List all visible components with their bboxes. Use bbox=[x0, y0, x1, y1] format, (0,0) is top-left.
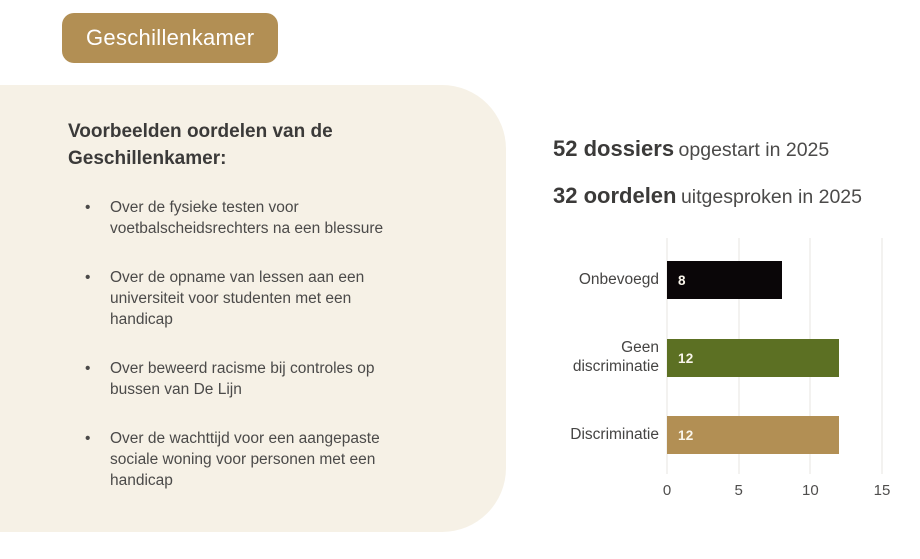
bullet-icon: • bbox=[85, 198, 91, 216]
bar-discriminatie: 12 bbox=[667, 416, 839, 454]
stat-dossiers: 52 dossiers opgestart in 2025 bbox=[553, 136, 862, 162]
panel-heading: Voorbeelden oordelen van de Geschillenka… bbox=[68, 121, 333, 169]
category-label-discriminatie: Discriminatie bbox=[570, 425, 659, 443]
category-label-geen-discriminatie: Geen discriminatie bbox=[572, 339, 659, 375]
bullet-text: Over de fysieke testen voor voetbalschei… bbox=[110, 198, 384, 238]
bullet-icon: • bbox=[85, 359, 91, 377]
examples-panel: Voorbeelden oordelen van de Geschillenka… bbox=[0, 85, 506, 532]
x-tick-label: 15 bbox=[873, 482, 891, 499]
x-tick-label: 10 bbox=[801, 482, 819, 499]
gridline bbox=[881, 238, 883, 474]
list-item: • Over beweerd racisme bij controles op … bbox=[85, 358, 410, 401]
badge-label: Geschillenkamer bbox=[86, 25, 255, 50]
category-label-onbevoegd: Onbevoegd bbox=[578, 270, 659, 288]
oordelen-bar-chart: 0 5 10 15 8 12 12 Onbevoegd Geen discriminatie D… bbox=[545, 238, 905, 528]
bullet-icon: • bbox=[85, 429, 91, 447]
examples-list: • Over de fysieke testen voor voetbalsch… bbox=[68, 197, 466, 492]
bar-value-label: 12 bbox=[678, 350, 694, 366]
bar-geen-discriminatie: 12 bbox=[667, 339, 839, 377]
bar-value-label: 12 bbox=[678, 427, 694, 443]
stat-label: uitgesproken in 2025 bbox=[680, 186, 862, 208]
bar-value-label: 8 bbox=[678, 272, 686, 288]
bar-onbevoegd: 8 bbox=[667, 261, 782, 299]
stats-block: 52 dossiers opgestart in 2025 32 oordele… bbox=[553, 136, 862, 230]
x-tick-label: 0 bbox=[662, 482, 672, 499]
chart-plot: 0 5 10 15 8 12 12 bbox=[663, 238, 890, 499]
bullet-text: Over de opname van lessen aan een univer… bbox=[110, 268, 365, 329]
list-item: • Over de opname van lessen aan een univ… bbox=[85, 267, 410, 331]
list-item: • Over de wachttijd voor een aangepaste … bbox=[85, 428, 410, 492]
x-tick-label: 5 bbox=[734, 482, 743, 499]
stat-oordelen: 32 oordelen uitgesproken in 2025 bbox=[553, 183, 862, 209]
stat-value: 32 oordelen bbox=[553, 183, 677, 208]
list-item: • Over de fysieke testen voor voetbalsch… bbox=[85, 197, 410, 240]
bullet-icon: • bbox=[85, 268, 91, 286]
geschillenkamer-badge: Geschillenkamer bbox=[62, 13, 279, 63]
bullet-text: Over beweerd racisme bij controles op bu… bbox=[110, 359, 375, 399]
stat-label: opgestart in 2025 bbox=[678, 139, 830, 161]
bullet-text: Over de wachttijd voor een aangepaste so… bbox=[110, 429, 380, 490]
stat-value: 52 dossiers bbox=[553, 136, 675, 161]
